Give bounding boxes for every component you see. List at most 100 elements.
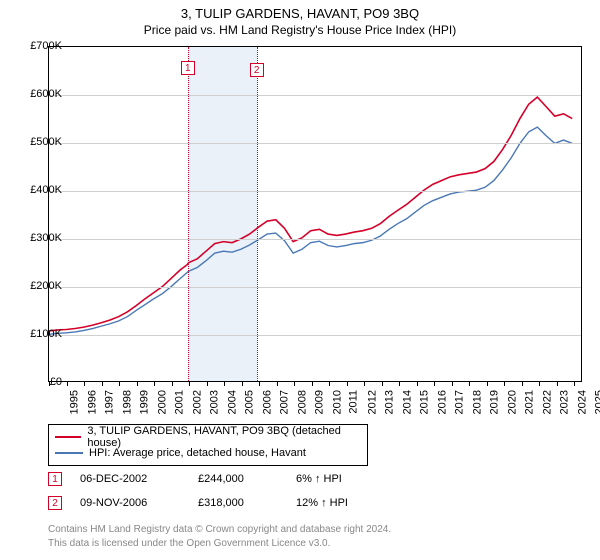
x-tick-label: 2008 (296, 390, 308, 414)
x-tick-label: 2011 (348, 390, 360, 414)
gridline (49, 335, 581, 336)
x-tick-label: 2002 (191, 390, 203, 414)
gridline (49, 287, 581, 288)
y-tick-label: £300K (18, 232, 62, 244)
y-tick-label: £500K (18, 136, 62, 148)
x-tick-label: 1995 (68, 390, 80, 414)
x-tick-label: 2013 (384, 390, 396, 414)
x-tick-mark (277, 381, 278, 386)
x-tick-label: 1998 (121, 390, 133, 414)
x-tick-mark (399, 381, 400, 386)
x-tick-mark (364, 381, 365, 386)
x-tick-label: 2021 (524, 390, 536, 414)
x-tick-label: 2023 (559, 390, 571, 414)
x-tick-mark (207, 381, 208, 386)
x-tick-mark (84, 381, 85, 386)
x-tick-label: 2022 (541, 390, 553, 414)
sale-pct: 6% ↑ HPI (296, 473, 396, 485)
x-tick-mark (119, 381, 120, 386)
y-tick-label: £100K (18, 328, 62, 340)
x-tick-mark (259, 381, 260, 386)
series-price_paid (49, 97, 572, 331)
x-tick-label: 2016 (436, 390, 448, 414)
x-tick-mark (574, 381, 575, 386)
x-tick-mark (329, 381, 330, 386)
sale-pct: 12% ↑ HPI (296, 497, 396, 509)
x-tick-mark (557, 381, 558, 386)
plot-area: 12 (48, 46, 582, 382)
x-tick-label: 2001 (174, 390, 186, 414)
x-tick-mark (434, 381, 435, 386)
legend-item-price-paid: 3, TULIP GARDENS, HAVANT, PO9 3BQ (detac… (55, 429, 361, 445)
x-tick-mark (224, 381, 225, 386)
legend: 3, TULIP GARDENS, HAVANT, PO9 3BQ (detac… (48, 424, 368, 466)
x-tick-mark (242, 381, 243, 386)
x-tick-label: 2017 (454, 390, 466, 414)
footnote: Contains HM Land Registry data © Crown c… (48, 524, 582, 535)
x-tick-mark (102, 381, 103, 386)
x-tick-mark (189, 381, 190, 386)
x-tick-label: 2007 (279, 390, 291, 414)
y-tick-label: £200K (18, 280, 62, 292)
x-tick-label: 2003 (209, 390, 221, 414)
footnote: This data is licensed under the Open Gov… (48, 538, 582, 549)
x-tick-label: 2020 (506, 390, 518, 414)
x-tick-label: 2004 (226, 390, 238, 414)
sale-date: 09-NOV-2006 (80, 497, 180, 509)
x-tick-label: 2009 (314, 390, 326, 414)
x-tick-mark (172, 381, 173, 386)
legend-label: 3, TULIP GARDENS, HAVANT, PO9 3BQ (detac… (87, 425, 361, 449)
x-tick-label: 2019 (489, 390, 501, 414)
x-tick-label: 2014 (401, 390, 413, 414)
y-tick-label: £400K (18, 184, 62, 196)
x-tick-label: 2018 (471, 390, 483, 414)
x-tick-label: 2005 (244, 390, 256, 414)
gridline (49, 191, 581, 192)
marker-line (188, 47, 189, 381)
x-tick-label: 1999 (139, 390, 151, 414)
y-tick-label: £0 (18, 376, 62, 388)
chart-subtitle: Price paid vs. HM Land Registry's House … (0, 21, 600, 41)
sale-row: 2 09-NOV-2006 £318,000 12% ↑ HPI (48, 496, 582, 510)
x-tick-label: 2006 (261, 390, 273, 414)
legend-swatch (55, 436, 81, 438)
x-tick-mark (539, 381, 540, 386)
x-tick-mark (452, 381, 453, 386)
x-tick-mark (522, 381, 523, 386)
x-tick-mark (504, 381, 505, 386)
x-tick-label: 2000 (156, 390, 168, 414)
sale-date: 06-DEC-2002 (80, 473, 180, 485)
y-tick-label: £600K (18, 88, 62, 100)
legend-label: HPI: Average price, detached house, Hava… (89, 447, 306, 459)
marker-box: 1 (181, 61, 195, 75)
x-tick-label: 2025 (594, 390, 600, 414)
gridline (49, 95, 581, 96)
marker-line (257, 47, 258, 381)
x-tick-mark (154, 381, 155, 386)
sale-marker-box: 1 (48, 472, 62, 486)
chart-title: 3, TULIP GARDENS, HAVANT, PO9 3BQ (0, 0, 600, 21)
x-tick-label: 2010 (331, 390, 343, 414)
x-tick-label: 1997 (104, 390, 116, 414)
sale-price: £244,000 (198, 473, 278, 485)
x-tick-mark (294, 381, 295, 386)
x-tick-mark (67, 381, 68, 386)
x-tick-mark (469, 381, 470, 386)
x-tick-label: 2024 (576, 390, 588, 414)
marker-box: 2 (250, 63, 264, 77)
gridline (49, 239, 581, 240)
gridline (49, 143, 581, 144)
sale-marker-box: 2 (48, 496, 62, 510)
chart-container: 3, TULIP GARDENS, HAVANT, PO9 3BQ Price … (0, 0, 600, 560)
legend-swatch (55, 452, 83, 454)
x-tick-mark (347, 381, 348, 386)
x-tick-mark (137, 381, 138, 386)
x-tick-mark (312, 381, 313, 386)
x-tick-label: 2012 (366, 390, 378, 414)
x-tick-mark (417, 381, 418, 386)
x-tick-mark (487, 381, 488, 386)
x-tick-label: 2015 (419, 390, 431, 414)
y-tick-label: £700K (18, 40, 62, 52)
x-tick-mark (382, 381, 383, 386)
sale-row: 1 06-DEC-2002 £244,000 6% ↑ HPI (48, 472, 582, 486)
